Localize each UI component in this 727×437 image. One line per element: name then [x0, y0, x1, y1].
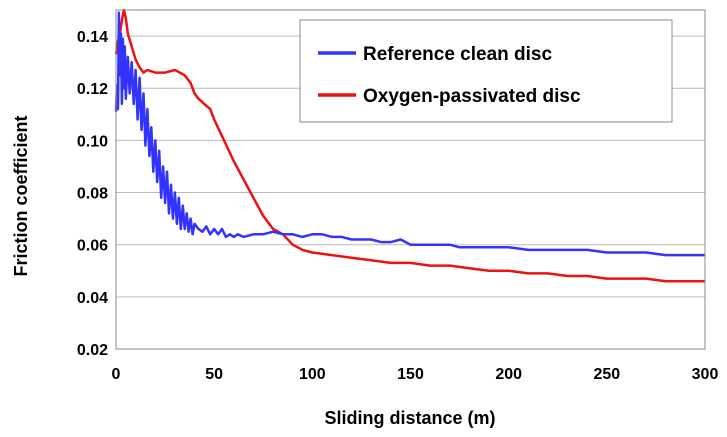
x-tick-label: 100: [299, 366, 326, 383]
y-tick-label: 0.12: [77, 81, 108, 98]
plot-frame: [115, 9, 706, 350]
y-tick-label: 0.10: [77, 133, 108, 150]
x-tick-label: 250: [593, 366, 620, 383]
y-tick-label: 0.14: [77, 29, 108, 46]
x-tick-label: 300: [692, 366, 719, 383]
x-tick-labels: 0 50 100 150 200 250 300: [112, 366, 719, 383]
x-tick-label: 50: [205, 366, 223, 383]
x-axis-title: Sliding distance (m): [324, 408, 495, 428]
x-tick-label: 0: [112, 366, 121, 383]
series-lines: [114, 8, 705, 283]
y-tick-labels: 0.02 0.04 0.06 0.08 0.10 0.12 0.14: [77, 29, 108, 359]
y-tick-label: 0.08: [77, 186, 108, 203]
series-line-oxygen: [114, 8, 705, 283]
series-line-reference: [114, 11, 705, 257]
y-axis-title: Friction coefficient: [11, 115, 31, 276]
legend: Reference clean disc Oxygen-passivated d…: [299, 19, 673, 123]
y-tick-label: 0.04: [77, 290, 108, 307]
legend-label-oxygen: Oxygen-passivated disc: [363, 86, 581, 107]
legend-label-reference: Reference clean disc: [363, 44, 552, 65]
legend-box: [299, 19, 673, 123]
y-tick-label: 0.02: [77, 342, 108, 359]
y-tick-label: 0.06: [77, 238, 108, 255]
x-tick-label: 150: [397, 366, 424, 383]
x-tick-label: 200: [495, 366, 522, 383]
